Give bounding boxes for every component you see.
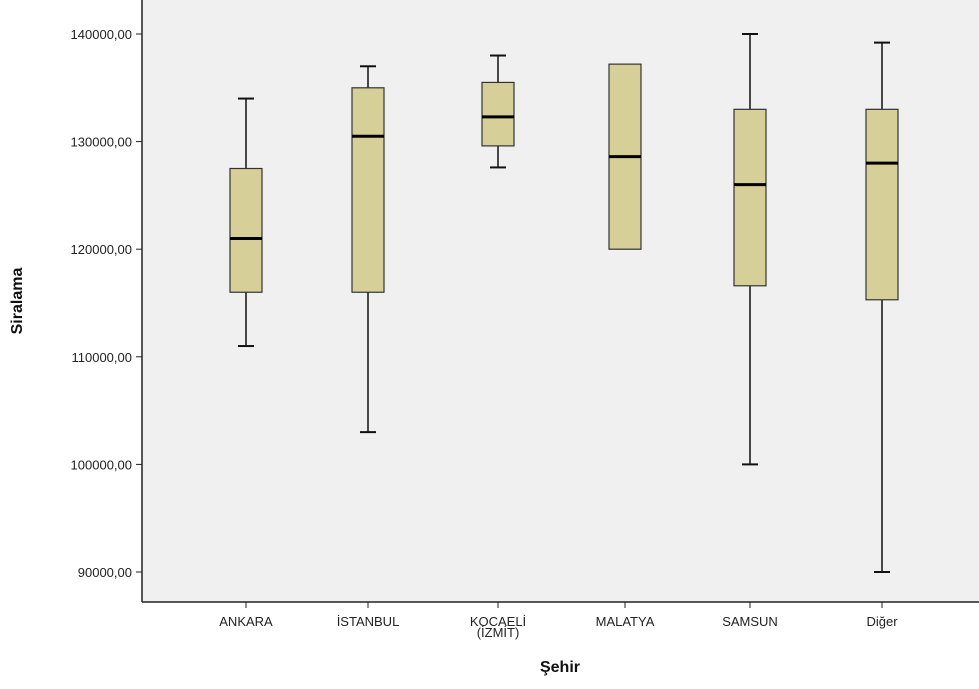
x-tick-label: Diğer [866,614,898,629]
y-tick-label: 90000,00 [78,565,132,580]
y-axis-title: Siralama [9,268,26,335]
box-0 [229,97,263,348]
y-axis: 90000,00 100000,00 110000,00 120000,00 13000… [71,0,143,602]
y-tick-label: 120000,00 [71,242,132,257]
box-2 [481,54,515,169]
box-iqr [481,81,515,147]
y-tick-label: 110000,00 [72,350,133,365]
box-3 [608,63,642,250]
box-5 [865,41,899,573]
x-tick-label: KOCAELİ [470,614,526,629]
x-tick-label: SAMSUN [722,614,778,629]
x-tick-label: İSTANBUL [337,614,400,629]
x-axis: ANKARA İSTANBUL KOCAELİ(İZMİT) MALATYA SAMSU… [142,601,979,640]
box-iqr [865,108,899,301]
x-tick-label: (İZMİT) [477,625,520,640]
box-series [229,33,899,573]
y-tick-label: 140000,00 [71,27,132,42]
plot-area [142,0,979,602]
box-4 [733,33,767,466]
y-tick-label: 130000,00 [71,135,132,150]
box-iqr [229,167,263,293]
y-tick-label: 100000,00 [71,457,132,472]
x-axis-title: Şehir [540,659,580,676]
x-tick-label: ANKARA [219,614,273,629]
x-tick-label: MALATYA [596,614,655,629]
box-iqr [351,87,385,293]
box-1 [351,65,385,434]
box-iqr [733,108,767,287]
